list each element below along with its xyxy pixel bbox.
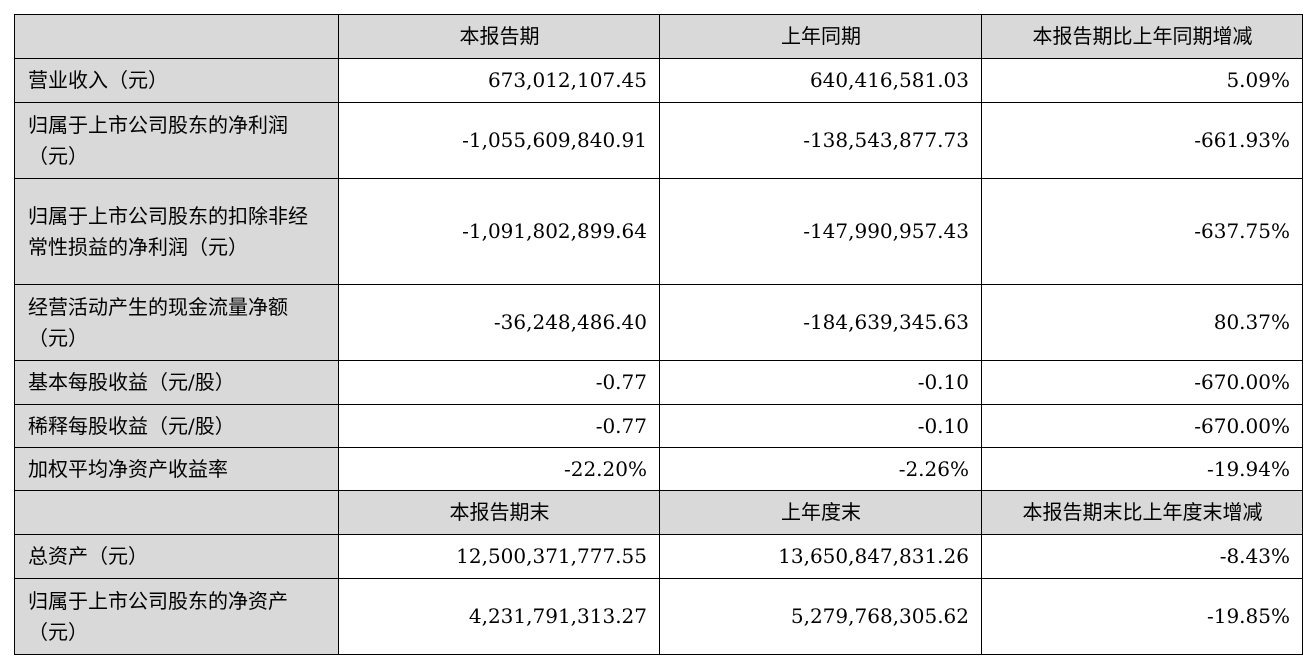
current-value: -36,248,486.40: [338, 284, 660, 361]
row-label: 总资产（元）: [14, 534, 339, 579]
table-row: 归属于上市公司股东的扣除非经常性损益的净利润（元） -1,091,802,899…: [14, 178, 1303, 285]
table-row: 营业收入（元） 673,012,107.45 640,416,581.03 5.…: [14, 58, 1303, 103]
prior-value: 13,650,847,831.26: [659, 534, 982, 579]
change-value: -661.93%: [981, 102, 1303, 179]
header-prior-period: 上年同期: [659, 14, 982, 59]
table-row: 稀释每股收益（元/股） -0.77 -0.10 -670.00%: [14, 404, 1303, 448]
current-value: -1,055,609,840.91: [338, 102, 660, 179]
current-value: -1,091,802,899.64: [338, 178, 660, 285]
prior-value: 5,279,768,305.62: [659, 578, 982, 655]
prior-value: -147,990,957.43: [659, 178, 982, 285]
prior-value: -184,639,345.63: [659, 284, 982, 361]
table-row: 经营活动产生的现金流量净额（元） -36,248,486.40 -184,639…: [14, 284, 1303, 361]
row-label: 经营活动产生的现金流量净额（元）: [14, 284, 339, 361]
current-value: 673,012,107.45: [338, 58, 660, 103]
change-value: -19.85%: [981, 578, 1303, 655]
change-value: -8.43%: [981, 534, 1303, 579]
row-label: 加权平均净资产收益率: [14, 447, 339, 491]
header-period-change: 本报告期比上年同期增减: [981, 14, 1303, 59]
current-value: -0.77: [338, 360, 660, 405]
table-row: 归属于上市公司股东的净资产（元） 4,231,791,313.27 5,279,…: [14, 578, 1303, 655]
prior-value: -2.26%: [659, 447, 982, 491]
current-value: 4,231,791,313.27: [338, 578, 660, 655]
row-label: 归属于上市公司股东的扣除非经常性损益的净利润（元）: [14, 178, 339, 285]
header-blank-cell: [14, 490, 339, 535]
current-value: -22.20%: [338, 447, 660, 491]
header-row-period-end: 本报告期末 上年度末 本报告期末比上年度末增减: [14, 490, 1303, 535]
header-period-end-change: 本报告期末比上年度末增减: [981, 490, 1303, 535]
table-row: 总资产（元） 12,500,371,777.55 13,650,847,831.…: [14, 534, 1303, 579]
header-blank-cell: [14, 14, 339, 59]
change-value: -670.00%: [981, 404, 1303, 448]
prior-value: -0.10: [659, 404, 982, 448]
row-label: 归属于上市公司股东的净资产（元）: [14, 578, 339, 655]
table-row: 基本每股收益（元/股） -0.77 -0.10 -670.00%: [14, 360, 1303, 405]
change-value: 80.37%: [981, 284, 1303, 361]
row-label: 基本每股收益（元/股）: [14, 360, 339, 405]
table-row: 加权平均净资产收益率 -22.20% -2.26% -19.94%: [14, 447, 1303, 491]
change-value: -670.00%: [981, 360, 1303, 405]
current-value: 12,500,371,777.55: [338, 534, 660, 579]
prior-value: -138,543,877.73: [659, 102, 982, 179]
header-prior-year-end: 上年度末: [659, 490, 982, 535]
row-label: 稀释每股收益（元/股）: [14, 404, 339, 448]
row-label: 营业收入（元）: [14, 58, 339, 103]
prior-value: -0.10: [659, 360, 982, 405]
prior-value: 640,416,581.03: [659, 58, 982, 103]
change-value: -19.94%: [981, 447, 1303, 491]
change-value: 5.09%: [981, 58, 1303, 103]
header-current-period: 本报告期: [338, 14, 660, 59]
current-value: -0.77: [338, 404, 660, 448]
header-row-period: 本报告期 上年同期 本报告期比上年同期增减: [14, 14, 1303, 59]
row-label: 归属于上市公司股东的净利润（元）: [14, 102, 339, 179]
table-row: 归属于上市公司股东的净利润（元） -1,055,609,840.91 -138,…: [14, 102, 1303, 179]
header-current-period-end: 本报告期末: [338, 490, 660, 535]
financial-summary-table: 本报告期 上年同期 本报告期比上年同期增减 营业收入（元） 673,012,10…: [14, 14, 1303, 655]
change-value: -637.75%: [981, 178, 1303, 285]
